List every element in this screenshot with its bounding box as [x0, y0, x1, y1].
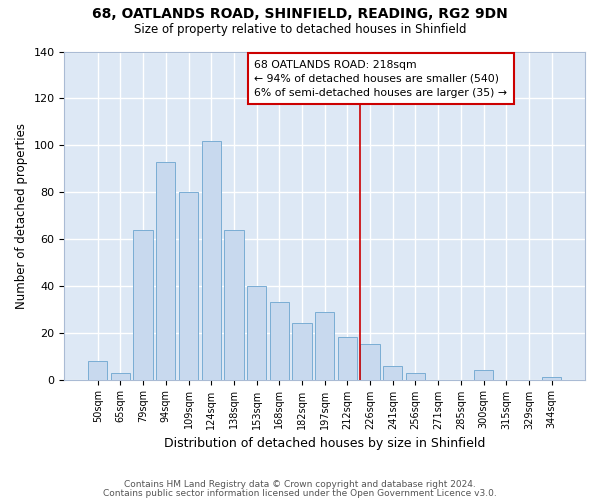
Text: 68, OATLANDS ROAD, SHINFIELD, READING, RG2 9DN: 68, OATLANDS ROAD, SHINFIELD, READING, R…: [92, 8, 508, 22]
Bar: [88, 361, 107, 380]
X-axis label: Distribution of detached houses by size in Shinfield: Distribution of detached houses by size …: [164, 437, 485, 450]
Bar: [474, 370, 493, 380]
Bar: [269, 302, 289, 380]
Bar: [179, 192, 198, 380]
Bar: [406, 372, 425, 380]
Bar: [202, 140, 221, 380]
Bar: [383, 366, 403, 380]
Text: Contains public sector information licensed under the Open Government Licence v3: Contains public sector information licen…: [103, 488, 497, 498]
Text: Size of property relative to detached houses in Shinfield: Size of property relative to detached ho…: [134, 22, 466, 36]
Bar: [156, 162, 175, 380]
Y-axis label: Number of detached properties: Number of detached properties: [15, 122, 28, 308]
Text: Contains HM Land Registry data © Crown copyright and database right 2024.: Contains HM Land Registry data © Crown c…: [124, 480, 476, 489]
Bar: [133, 230, 153, 380]
Bar: [542, 377, 562, 380]
Bar: [315, 312, 334, 380]
Bar: [247, 286, 266, 380]
Bar: [338, 338, 357, 380]
Bar: [111, 372, 130, 380]
Bar: [361, 344, 380, 380]
Bar: [224, 230, 244, 380]
Text: 68 OATLANDS ROAD: 218sqm
← 94% of detached houses are smaller (540)
6% of semi-d: 68 OATLANDS ROAD: 218sqm ← 94% of detach…: [254, 60, 508, 98]
Bar: [292, 324, 311, 380]
